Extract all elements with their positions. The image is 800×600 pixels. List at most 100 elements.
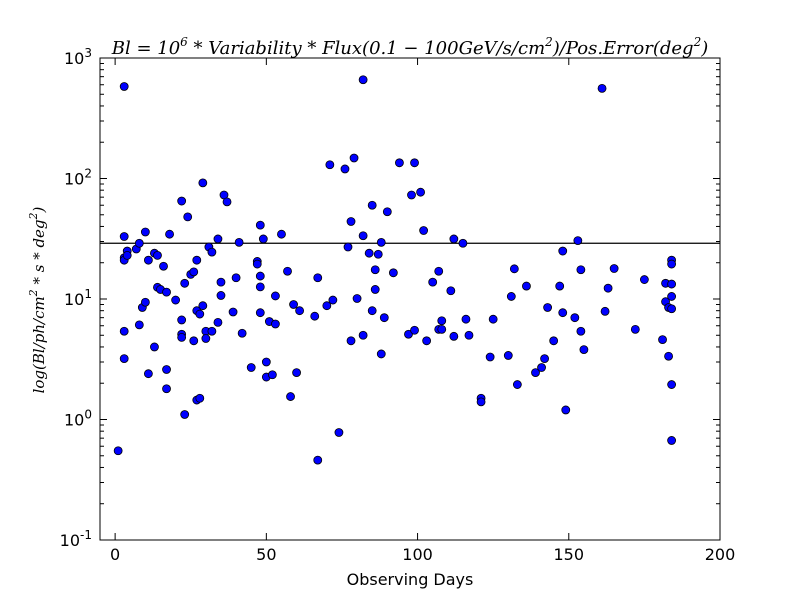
data-point <box>376 349 386 359</box>
data-point <box>367 200 377 210</box>
data-point <box>289 300 298 309</box>
data-point <box>570 313 580 323</box>
data-point <box>143 369 153 379</box>
data-point <box>446 286 456 296</box>
data-point <box>180 278 190 288</box>
data-point <box>119 354 129 364</box>
plot-area <box>99 57 721 541</box>
data-point <box>234 237 244 247</box>
data-point <box>150 342 159 352</box>
data-point <box>271 319 280 329</box>
data-point <box>561 405 571 415</box>
data-point <box>667 304 677 314</box>
data-point <box>558 308 568 318</box>
data-point <box>458 238 468 248</box>
data-point <box>159 261 168 271</box>
data-point <box>667 380 677 389</box>
data-point <box>292 368 301 378</box>
data-point <box>488 314 498 324</box>
data-point <box>370 285 380 294</box>
data-point <box>576 326 586 336</box>
data-point <box>216 277 226 287</box>
data-point <box>367 306 377 316</box>
data-point <box>213 234 223 244</box>
data-point <box>410 325 419 335</box>
data-point <box>603 283 613 293</box>
data-point <box>404 329 413 339</box>
data-point <box>410 158 419 168</box>
data-point <box>286 392 295 401</box>
data-point <box>177 196 187 206</box>
data-point <box>237 328 247 338</box>
data-point <box>143 255 153 265</box>
data-point <box>340 164 350 174</box>
data-point <box>419 226 429 235</box>
chart-title: Bl = 106 * Variability * Flux(0.1 − 100G… <box>111 35 708 59</box>
data-point <box>576 265 586 275</box>
y-tick-label: 100 <box>64 408 92 430</box>
data-point <box>573 236 583 246</box>
data-point <box>267 370 277 380</box>
data-point <box>195 393 205 403</box>
data-point <box>171 295 181 305</box>
data-point <box>579 345 589 355</box>
data-point <box>509 264 519 274</box>
y-tick-label: 10-1 <box>60 528 92 550</box>
data-point <box>373 249 383 259</box>
data-point <box>192 255 202 265</box>
data-point <box>531 368 540 378</box>
data-point <box>667 292 677 301</box>
y-tick-label: 103 <box>64 46 92 68</box>
data-point <box>407 190 416 200</box>
data-point <box>198 178 208 188</box>
data-point <box>382 207 392 217</box>
data-point <box>328 295 338 305</box>
data-point <box>437 316 447 326</box>
data-point <box>119 326 129 336</box>
data-point <box>310 311 320 321</box>
data-point <box>213 317 223 327</box>
data-point <box>177 333 187 342</box>
data-point <box>658 335 667 345</box>
data-point <box>153 251 162 260</box>
data-point <box>664 351 673 361</box>
data-point <box>428 277 438 287</box>
data-point <box>506 292 516 301</box>
data-point <box>162 384 171 394</box>
data-point <box>325 160 335 170</box>
data-point <box>540 354 549 364</box>
data-point <box>201 334 211 343</box>
y-axis-label: log(Bl/ph/cm2 * s * deg2) <box>27 206 48 393</box>
data-point <box>180 410 190 419</box>
data-point <box>313 273 323 283</box>
data-point <box>255 282 265 292</box>
data-point <box>485 352 495 362</box>
x-tick-label: 50 <box>256 545 276 564</box>
x-tick-label: 150 <box>554 545 585 564</box>
data-point <box>543 303 553 312</box>
data-point <box>464 330 474 340</box>
data-point <box>346 217 356 226</box>
data-point <box>512 380 522 389</box>
data-point <box>255 271 265 281</box>
data-point <box>379 313 389 323</box>
data-point <box>222 197 232 207</box>
data-point <box>334 428 344 437</box>
y-tick-label: 101 <box>64 287 92 309</box>
data-point <box>258 234 268 244</box>
data-point <box>198 301 208 311</box>
data-point <box>216 291 226 300</box>
data-point <box>667 436 677 445</box>
data-point <box>388 268 398 278</box>
data-point <box>609 264 619 273</box>
data-point <box>449 234 459 244</box>
y-tick-labels: 10-1 100 101 102 103 <box>60 46 92 550</box>
data-point <box>207 326 217 336</box>
data-point <box>283 266 292 276</box>
y-tick-label: 102 <box>64 167 92 189</box>
data-point <box>597 83 607 93</box>
data-point <box>537 363 546 372</box>
data-point <box>630 324 640 334</box>
data-point <box>246 363 256 372</box>
